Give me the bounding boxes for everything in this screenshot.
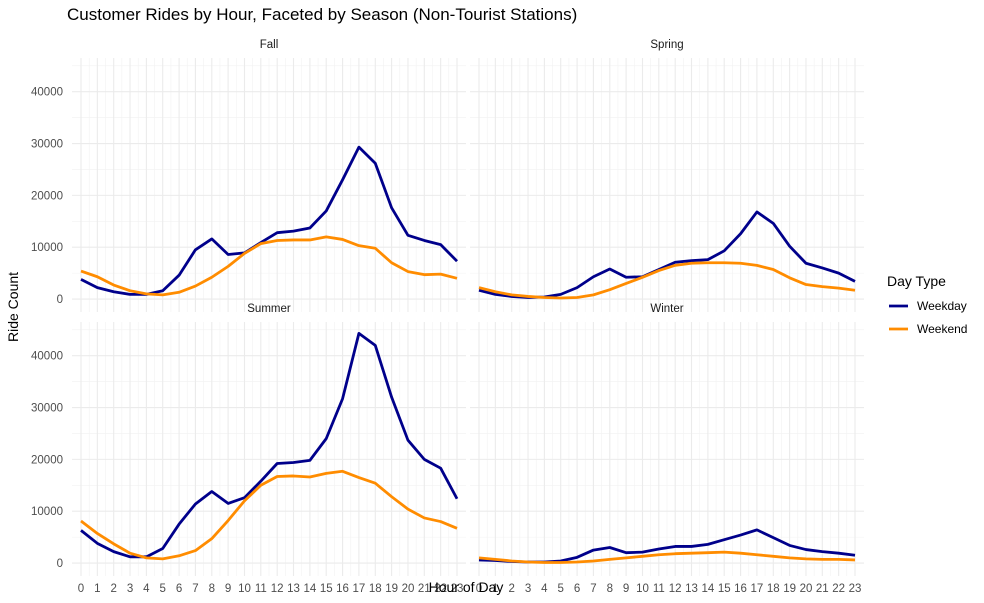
x-tick-label: 15 bbox=[320, 583, 333, 595]
y-tick-label: 10000 bbox=[31, 242, 63, 254]
y-tick-label: 10000 bbox=[31, 506, 63, 518]
x-tick-label: 22 bbox=[434, 583, 447, 595]
x-tick-label: 3 bbox=[127, 583, 133, 595]
x-tick-label: 14 bbox=[701, 583, 714, 595]
x-tick-label: 23 bbox=[849, 583, 862, 595]
x-tick-label: 2 bbox=[110, 583, 116, 595]
x-tick-label: 19 bbox=[385, 583, 398, 595]
x-tick-label: 4 bbox=[541, 583, 548, 595]
x-tick-label: 3 bbox=[525, 583, 531, 595]
x-tick-label: 20 bbox=[402, 583, 415, 595]
series-line-winter-weekend bbox=[478, 550, 856, 564]
x-tick-label: 17 bbox=[353, 583, 366, 595]
x-tick-label: 7 bbox=[590, 583, 596, 595]
series-line-fall-weekend bbox=[80, 235, 458, 297]
x-tick-label: 13 bbox=[287, 583, 300, 595]
x-tick-label: 14 bbox=[303, 583, 316, 595]
x-tick-label: 2 bbox=[508, 583, 514, 595]
x-tick-label: 18 bbox=[767, 583, 780, 595]
x-tick-label: 19 bbox=[783, 583, 796, 595]
panel-spring: Spring bbox=[470, 39, 864, 312]
y-tick-label: 0 bbox=[57, 558, 63, 570]
facet-label-spring: Spring bbox=[650, 39, 683, 51]
x-tick-label: 1 bbox=[492, 583, 498, 595]
y-tick-label: 20000 bbox=[31, 454, 63, 466]
x-tick-label: 5 bbox=[160, 583, 166, 595]
x-tick-label: 15 bbox=[718, 583, 731, 595]
chart-title: Customer Rides by Hour, Faceted by Seaso… bbox=[67, 5, 577, 24]
x-tick-label: 11 bbox=[653, 583, 665, 595]
y-axis-title: Ride Count bbox=[5, 272, 21, 342]
x-tick-label: 23 bbox=[451, 583, 464, 595]
y-tick-label: 30000 bbox=[31, 139, 63, 151]
x-tick-label: 10 bbox=[238, 583, 251, 595]
series-line-summer-weekend bbox=[80, 469, 458, 561]
x-tick-label: 8 bbox=[209, 583, 215, 595]
gridlines-spring bbox=[470, 58, 864, 312]
x-tick-label: 21 bbox=[418, 583, 431, 595]
x-tick-label: 12 bbox=[669, 583, 682, 595]
x-tick-label: 0 bbox=[476, 583, 482, 595]
x-tick-label: 17 bbox=[751, 583, 764, 595]
facet-panels: Fall010000200003000040000SpringSummer010… bbox=[31, 39, 864, 595]
x-tick-label: 20 bbox=[800, 583, 813, 595]
series-line-spring-weekend bbox=[478, 261, 856, 300]
x-tick-label: 6 bbox=[176, 583, 182, 595]
x-tick-label: 12 bbox=[271, 583, 284, 595]
gridlines-fall bbox=[72, 58, 466, 312]
x-tick-label: 16 bbox=[734, 583, 747, 595]
gridlines-summer bbox=[72, 322, 466, 576]
y-tick-label: 40000 bbox=[31, 351, 63, 363]
x-tick-label: 18 bbox=[369, 583, 382, 595]
x-tick-label: 6 bbox=[574, 583, 580, 595]
x-tick-label: 4 bbox=[143, 583, 150, 595]
x-tick-label: 11 bbox=[255, 583, 267, 595]
x-tick-label: 0 bbox=[78, 583, 84, 595]
x-axis-title: Hour of Day bbox=[429, 579, 504, 595]
y-tick-label: 0 bbox=[57, 294, 63, 306]
x-tick-label: 9 bbox=[623, 583, 629, 595]
facet-label-fall: Fall bbox=[260, 39, 279, 51]
y-tick-label: 40000 bbox=[31, 87, 63, 99]
facet-label-summer: Summer bbox=[247, 303, 291, 315]
x-tick-label: 10 bbox=[636, 583, 649, 595]
x-tick-label: 13 bbox=[685, 583, 698, 595]
panel-fall: Fall 0 10000 20000 30000 40000 bbox=[31, 39, 466, 312]
x-tick-label: 21 bbox=[816, 583, 829, 595]
y-tick-label: 30000 bbox=[31, 403, 63, 415]
y-tick-label: 20000 bbox=[31, 190, 63, 202]
legend-label-weekday: Weekday bbox=[917, 299, 967, 313]
x-tick-label: 7 bbox=[192, 583, 198, 595]
x-tick-label: 8 bbox=[607, 583, 613, 595]
facet-label-winter: Winter bbox=[650, 303, 683, 315]
x-tick-label: 22 bbox=[832, 583, 845, 595]
x-tick-label: 16 bbox=[336, 583, 349, 595]
x-tick-label: 5 bbox=[558, 583, 564, 595]
legend: Day Type Weekday Weekend bbox=[887, 273, 967, 336]
gridlines-winter bbox=[470, 322, 864, 576]
x-tick-label: 9 bbox=[225, 583, 231, 595]
legend-label-weekend: Weekend bbox=[917, 322, 967, 336]
x-tick-label: 1 bbox=[94, 583, 100, 595]
legend-title: Day Type bbox=[887, 273, 946, 289]
